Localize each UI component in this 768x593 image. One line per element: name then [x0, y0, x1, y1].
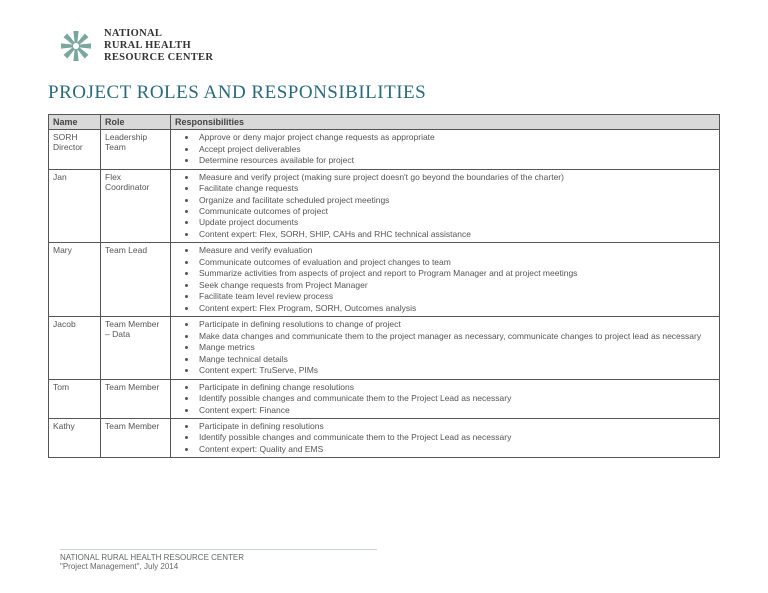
cell-responsibilities: Measure and verify evaluationCommunicate… [171, 243, 720, 317]
table-row: SORH DirectorLeadership Team Approve or d… [49, 130, 720, 169]
responsibility-item: Organize and facilitate scheduled projec… [197, 195, 715, 206]
responsibility-item: Make data changes and communicate them t… [197, 331, 715, 342]
cell-role: Team Member [101, 418, 171, 457]
table-row: MaryTeam LeadMeasure and verify evaluati… [49, 243, 720, 317]
cell-name: Jan [49, 169, 101, 243]
responsibility-item: Content expert: Flex, SORH, SHIP, CAHs a… [197, 229, 715, 240]
responsibility-item: Mange metrics [197, 342, 715, 353]
page-title: PROJECT ROLES AND RESPONSIBILITIES [48, 82, 720, 104]
org-line3: RESOURCE CENTER [104, 52, 213, 64]
responsibility-item: Participate in defining change resolutio… [197, 382, 715, 393]
responsibility-item: Measure and verify project (making sure … [197, 172, 715, 183]
responsibility-item: Facilitate change requests [197, 183, 715, 194]
cell-responsibilities: Measure and verify project (making sure … [171, 169, 720, 243]
cell-name: Tom [49, 379, 101, 418]
responsibility-item: Determine resources available for projec… [197, 155, 715, 166]
cell-responsibilities: Participate in defining resolutions to c… [171, 317, 720, 379]
table-row: TomTeam Member Participate in defining ch… [49, 379, 720, 418]
responsibility-item: Mange technical details [197, 354, 715, 365]
responsibility-item: Content expert: Quality and EMS [197, 444, 715, 455]
footer-line1: NATIONAL RURAL HEALTH RESOURCE CENTER [60, 553, 720, 562]
responsibility-item: Communicate outcomes of project [197, 206, 715, 217]
responsibility-item: Measure and verify evaluation [197, 245, 715, 256]
cell-responsibilities: Participate in defining change resolutio… [171, 379, 720, 418]
footer-divider [60, 549, 377, 550]
col-name: Name [49, 115, 101, 130]
header-logo-row: NATIONAL RURAL HEALTH RESOURCE CENTER [58, 28, 720, 64]
responsibility-list: Participate in defining change resolutio… [175, 382, 715, 416]
footer: NATIONAL RURAL HEALTH RESOURCE CENTER "P… [60, 549, 720, 571]
responsibility-item: Content expert: Finance [197, 405, 715, 416]
responsibility-list: Measure and verify evaluationCommunicate… [175, 245, 715, 314]
table-header-row: Name Role Responsibilities [49, 115, 720, 130]
cell-role: Team Member – Data [101, 317, 171, 379]
responsibility-list: Participate in defining resolutions to c… [175, 319, 715, 376]
responsibility-item: Content expert: Flex Program, SORH, Outc… [197, 303, 715, 314]
cell-name: Jacob [49, 317, 101, 379]
table-row: JanFlex Coordinator Measure and verify pr… [49, 169, 720, 243]
cell-role: Team Lead [101, 243, 171, 317]
responsibility-item: Identify possible changes and communicat… [197, 393, 715, 404]
starburst-icon [58, 28, 94, 64]
responsibility-item: Participate in defining resolutions [197, 421, 715, 432]
responsibility-item: Communicate outcomes of evaluation and p… [197, 257, 715, 268]
org-line2: RURAL HEALTH [104, 40, 213, 52]
org-line1: NATIONAL [104, 28, 213, 40]
responsibility-list: Participate in defining resolutionsIdent… [175, 421, 715, 455]
table-row: KathyTeam MemberParticipate in defining … [49, 418, 720, 457]
cell-role: Leadership Team [101, 130, 171, 169]
cell-responsibilities: Approve or deny major project change req… [171, 130, 720, 169]
responsibility-list: Measure and verify project (making sure … [175, 172, 715, 241]
responsibility-item: Facilitate team level review process [197, 291, 715, 302]
responsibility-item: Approve or deny major project change req… [197, 132, 715, 143]
cell-role: Flex Coordinator [101, 169, 171, 243]
responsibility-item: Summarize activities from aspects of pro… [197, 268, 715, 279]
table-row: JacobTeam Member – Data Participate in de… [49, 317, 720, 379]
responsibility-item: Content expert: TruServe, PIMs [197, 365, 715, 376]
roles-table: Name Role Responsibilities SORH Director… [48, 114, 720, 458]
cell-role: Team Member [101, 379, 171, 418]
responsibility-item: Seek change requests from Project Manage… [197, 280, 715, 291]
cell-name: Mary [49, 243, 101, 317]
org-name: NATIONAL RURAL HEALTH RESOURCE CENTER [104, 28, 213, 64]
responsibility-item: Participate in defining resolutions to c… [197, 319, 715, 330]
responsibility-item: Update project documents [197, 217, 715, 228]
col-role: Role [101, 115, 171, 130]
responsibility-item: Identify possible changes and communicat… [197, 432, 715, 443]
cell-name: SORH Director [49, 130, 101, 169]
cell-responsibilities: Participate in defining resolutionsIdent… [171, 418, 720, 457]
footer-line2: "Project Management", July 2014 [60, 562, 720, 571]
cell-name: Kathy [49, 418, 101, 457]
responsibility-item: Accept project deliverables [197, 144, 715, 155]
col-resp: Responsibilities [171, 115, 720, 130]
responsibility-list: Approve or deny major project change req… [175, 132, 715, 166]
